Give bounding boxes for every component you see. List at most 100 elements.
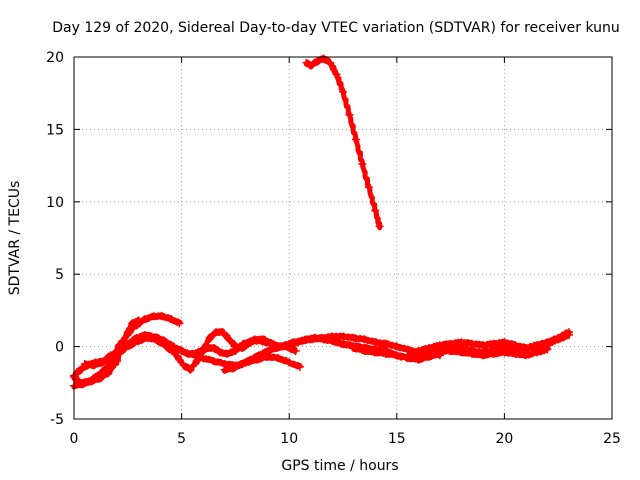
- data-point: [153, 336, 162, 345]
- data-point: [177, 346, 186, 355]
- data-point: [89, 361, 98, 370]
- data-point: [543, 345, 552, 354]
- data-point: [392, 342, 401, 351]
- data-point: [123, 328, 132, 337]
- data-point: [141, 315, 150, 324]
- data-point: [360, 335, 369, 344]
- data-point: [216, 348, 225, 357]
- data-point: [382, 339, 391, 348]
- data-point: [229, 364, 238, 373]
- y-tick-label: 5: [55, 267, 64, 283]
- data-point: [246, 355, 255, 364]
- series-arc-8: [302, 54, 384, 231]
- data-point: [128, 319, 137, 328]
- data-point: [209, 357, 218, 366]
- data-point: [291, 346, 300, 355]
- data-point: [319, 54, 328, 63]
- axis-layer: 0 5 10 15 20 25 -5 0 5 10 15 20: [46, 50, 621, 447]
- data-point: [336, 339, 345, 348]
- data-point: [446, 346, 455, 355]
- data-point: [358, 160, 367, 169]
- data-point: [364, 183, 373, 192]
- y-tick-label: 15: [46, 122, 64, 138]
- data-point: [332, 70, 341, 79]
- series-arc-11: [403, 345, 552, 360]
- data-point: [97, 358, 106, 367]
- data-point: [274, 354, 283, 363]
- data-point: [489, 349, 498, 358]
- data-point: [132, 333, 141, 342]
- data-point: [317, 333, 326, 342]
- data-point: [371, 348, 380, 357]
- data-point: [237, 359, 246, 368]
- data-point: [306, 335, 315, 344]
- series-arc-10: [414, 331, 573, 355]
- data-point: [351, 135, 360, 144]
- data-point: [209, 344, 218, 353]
- y-tick-label: 10: [46, 195, 64, 211]
- data-point: [382, 349, 391, 358]
- data-point: [145, 333, 154, 342]
- data-point: [403, 351, 412, 360]
- data-point: [186, 365, 195, 374]
- data-point: [468, 349, 477, 358]
- data-point: [134, 316, 143, 325]
- data-point: [511, 349, 520, 358]
- y-axis-label: SDTVAR / TECUs: [7, 181, 23, 296]
- data-point: [244, 339, 253, 348]
- data-point: [237, 344, 246, 353]
- data-point: [171, 349, 180, 358]
- x-tick-label: 15: [388, 431, 406, 447]
- data-point: [521, 351, 530, 360]
- data-point: [80, 359, 89, 368]
- data-point: [179, 361, 188, 370]
- data-point: [231, 342, 240, 351]
- data-point: [115, 346, 124, 355]
- data-point: [371, 338, 380, 347]
- data-point: [302, 58, 311, 67]
- data-point: [306, 61, 315, 70]
- data-point: [250, 335, 259, 344]
- series-arc-2: [70, 316, 143, 390]
- data-layer: [70, 54, 573, 390]
- data-point: [224, 335, 233, 344]
- chart-title: Day 129 of 2020, Sidereal Day-to-day VTE…: [52, 20, 620, 36]
- data-point: [259, 335, 268, 344]
- data-point: [392, 351, 401, 360]
- y-tick-label: -5: [50, 412, 64, 428]
- data-point: [345, 341, 354, 350]
- data-point: [162, 342, 171, 351]
- data-point: [285, 358, 294, 367]
- x-tick-label: 20: [495, 431, 513, 447]
- data-point: [500, 338, 509, 347]
- data-point: [188, 349, 197, 358]
- data-point: [113, 357, 122, 366]
- y-tick-label: 0: [55, 340, 64, 356]
- data-point: [166, 315, 175, 324]
- grid-layer: [74, 57, 612, 419]
- data-point: [489, 339, 498, 348]
- data-point: [104, 368, 113, 377]
- data-point: [339, 87, 347, 96]
- data-point: [280, 341, 289, 350]
- data-point: [218, 328, 227, 337]
- data-point: [414, 349, 423, 358]
- data-point: [298, 336, 307, 345]
- y-tick-label: 20: [46, 50, 64, 66]
- data-point: [457, 338, 466, 347]
- data-point: [78, 380, 87, 389]
- series-trace: [303, 55, 383, 231]
- data-point: [446, 339, 455, 348]
- data-point: [564, 331, 573, 340]
- data-point: [478, 341, 487, 350]
- x-tick-label: 0: [70, 431, 79, 447]
- data-point: [199, 345, 208, 354]
- data-point: [468, 339, 477, 348]
- data-point: [371, 206, 380, 215]
- data-point: [532, 348, 541, 357]
- data-point: [313, 57, 322, 66]
- data-point: [478, 351, 487, 360]
- data-point: [349, 344, 358, 353]
- data-point: [511, 341, 520, 350]
- data-point: [199, 354, 208, 363]
